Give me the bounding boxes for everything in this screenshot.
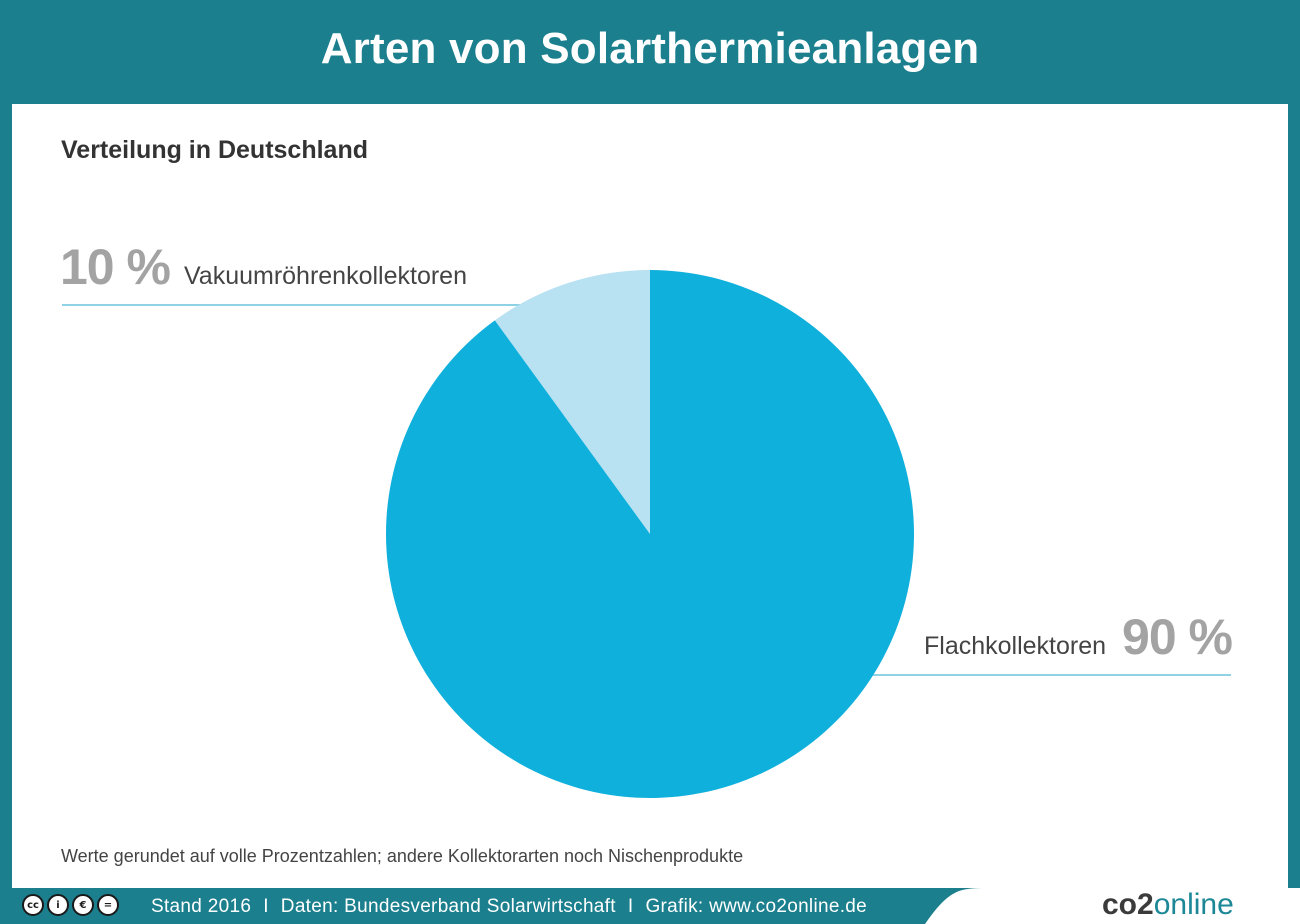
credit-grafik[interactable]: Grafik: www.co2online.de: [645, 896, 868, 917]
chart-subtitle: Verteilung in Deutschland: [61, 136, 368, 164]
credit-separator: I: [627, 896, 634, 917]
logo-part-co2: co2: [1102, 888, 1154, 921]
data-label-vakuum-name: Vakuumröhrenkollektoren: [183, 262, 467, 290]
pie-slice-vakuum: [494, 270, 650, 534]
data-label-flach-name: Flachkollektoren: [924, 632, 1107, 660]
logo-part-online: online: [1153, 888, 1234, 921]
credits: Stand 2016 I Daten: Bundesverband Solarwir…: [151, 896, 867, 918]
nd-icon: =: [97, 894, 119, 916]
by-icon: i: [47, 894, 69, 916]
footnote: Werte gerundet auf volle Prozentzahlen; …: [61, 846, 744, 866]
header-bar: Arten von Solarthermieanlagen: [0, 0, 1300, 104]
label-flach: Flachkollektoren 90 %: [924, 608, 1233, 666]
credit-separator: I: [263, 896, 269, 917]
data-label-flach-percent: 90 %: [1122, 609, 1233, 665]
credit-stand: Stand 2016: [151, 896, 252, 917]
label-vakuum: 10 % Vakuumröhrenkollektoren: [60, 238, 467, 296]
data-label-vakuum-percent: 10 %: [60, 239, 171, 295]
cc-icon: cc: [22, 894, 44, 916]
credit-daten: Daten: Bundesverband Solarwirtschaft: [280, 896, 616, 917]
co2online-logo[interactable]: co2online: [1102, 888, 1234, 922]
logo-background-shape: [925, 888, 1300, 924]
license-icons[interactable]: cc i € =: [22, 894, 119, 916]
page-title: Arten von Solarthermieanlagen: [320, 24, 980, 73]
pie-slice-flach: [386, 270, 915, 798]
nc-icon: €: [72, 894, 94, 916]
footer-bar: cc i € = Stand 2016 I Daten: Bundesverband…: [0, 888, 1300, 924]
